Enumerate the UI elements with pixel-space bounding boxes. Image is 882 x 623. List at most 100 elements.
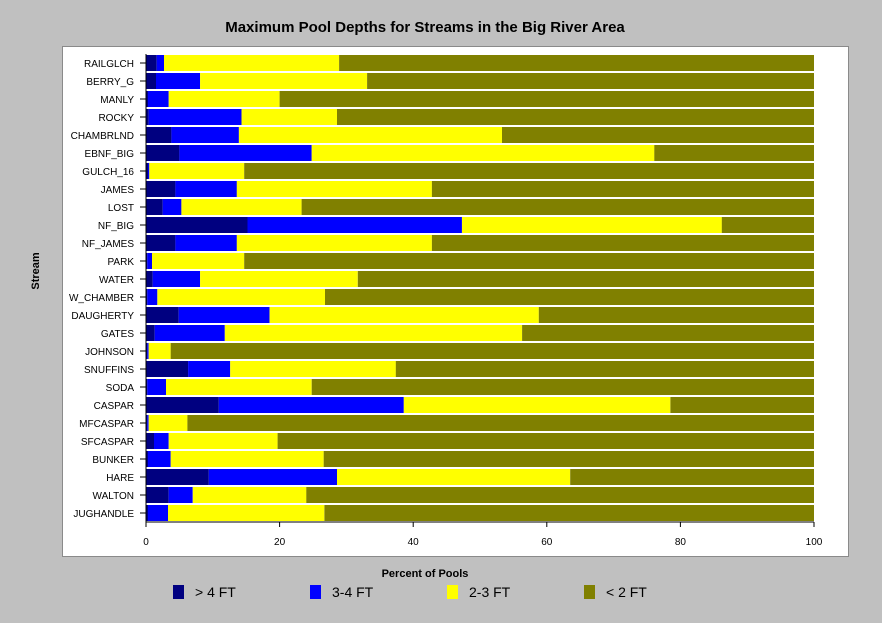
bar-segment <box>148 163 150 179</box>
bar-segment <box>395 361 814 377</box>
y-tick-label: SODA <box>106 383 135 394</box>
bar-segment <box>306 487 814 503</box>
y-tick-label: ROCKY <box>98 113 134 124</box>
axes-layer <box>140 54 815 527</box>
bar-segment <box>179 145 312 161</box>
y-tick-label: BERRY_G <box>86 77 134 88</box>
bar-segment <box>181 199 302 215</box>
y-tick-label: MANLY <box>100 95 134 106</box>
bar-segment <box>146 361 189 377</box>
y-tick-label: HARE <box>106 473 134 484</box>
y-tick-label: WATER <box>99 275 134 286</box>
bar-segment <box>162 199 182 215</box>
bar-segment <box>187 415 814 431</box>
bar-segment <box>147 289 158 305</box>
bar-segment <box>323 451 814 467</box>
bar-segment <box>200 73 368 89</box>
bar-segment <box>146 325 155 341</box>
bar-segment <box>367 73 814 89</box>
bar-segment <box>654 145 814 161</box>
bar-segment <box>146 145 180 161</box>
bar-segment <box>146 271 153 287</box>
bar-segment <box>146 55 157 71</box>
bar-segment <box>224 325 523 341</box>
bar-segment <box>148 91 169 107</box>
bar-segment <box>146 415 148 431</box>
x-tick-label: 80 <box>675 537 687 548</box>
bar-segment <box>170 451 324 467</box>
y-tick-label: GATES <box>101 329 134 340</box>
legend-item: < 2 FT <box>584 582 647 602</box>
bar-segment <box>156 73 201 89</box>
bar-segment <box>175 181 237 197</box>
legend-label: 2-3 FT <box>469 584 511 600</box>
bar-segment <box>431 235 814 251</box>
legend-item: 3-4 FT <box>310 582 373 602</box>
bar-segment <box>311 379 814 395</box>
legend-swatch <box>447 585 458 599</box>
bar-segment <box>721 217 814 233</box>
bar-segment <box>178 307 270 323</box>
bar-segment <box>670 397 814 413</box>
bar-segment <box>168 91 280 107</box>
legend-label: > 4 FT <box>195 584 236 600</box>
bar-segment <box>238 127 503 143</box>
bar-segment <box>146 127 172 143</box>
bar-segment <box>241 109 337 125</box>
bar-segment <box>146 451 148 467</box>
bar-segment <box>148 505 168 521</box>
y-tick-label: SNUFFINS <box>84 365 134 376</box>
bar-segment <box>146 199 163 215</box>
y-tick-label: BUNKER <box>92 455 134 466</box>
bar-segment <box>146 343 148 359</box>
y-tick-label: LOST <box>108 203 134 214</box>
x-tick-label: 60 <box>541 537 553 548</box>
y-tick-label: JAMES <box>101 185 135 196</box>
x-tick-label: 0 <box>143 537 149 548</box>
bar-segment <box>325 289 814 305</box>
y-tick-label: CHAMBRLND <box>71 131 134 142</box>
bar-segment <box>570 469 814 485</box>
labels-layer: RAILGLCH BERRY_G MANLY ROCKY CHAMBRLND EBNF_B… <box>69 59 823 548</box>
y-tick-label: GULCH_16 <box>82 167 134 178</box>
x-tick-label: 20 <box>274 537 286 548</box>
bar-segment <box>192 487 307 503</box>
legend-swatch <box>584 585 595 599</box>
bar-segment <box>147 379 166 395</box>
y-tick-label: MFCASPAR <box>79 419 134 430</box>
bar-segment <box>236 181 432 197</box>
bar-segment <box>147 253 152 269</box>
bar-segment <box>146 235 176 251</box>
x-tick-label: 40 <box>408 537 420 548</box>
bar-segment <box>146 289 148 305</box>
bar-segment <box>149 163 245 179</box>
bar-segment <box>164 55 339 71</box>
bar-segment <box>171 127 239 143</box>
bar-segment <box>168 433 278 449</box>
bar-segment <box>538 307 814 323</box>
bar-segment <box>148 109 242 125</box>
bar-segment <box>236 235 432 251</box>
legend-item: > 4 FT <box>173 582 236 602</box>
bar-segment <box>168 487 193 503</box>
y-tick-label: WALTON <box>93 491 134 502</box>
bar-segment <box>147 415 149 431</box>
bar-segment <box>200 271 358 287</box>
bar-segment <box>462 217 722 233</box>
bar-segment <box>170 343 814 359</box>
legend-item: 2-3 FT <box>447 582 510 602</box>
bar-segment <box>146 181 176 197</box>
bar-segment <box>146 505 148 521</box>
bar-segment <box>279 91 815 107</box>
bar-segment <box>147 343 149 359</box>
bar-segment <box>337 109 814 125</box>
bar-segment <box>403 397 671 413</box>
bar-segment <box>218 397 404 413</box>
bar-segment <box>146 469 209 485</box>
bar-segment <box>247 217 462 233</box>
legend: > 4 FT 3-4 FT 2-3 FT < 2 FT <box>0 582 882 604</box>
bar-segment <box>146 217 248 233</box>
y-tick-label: NF_BIG <box>98 221 134 232</box>
y-axis-title: Stream <box>30 252 42 290</box>
